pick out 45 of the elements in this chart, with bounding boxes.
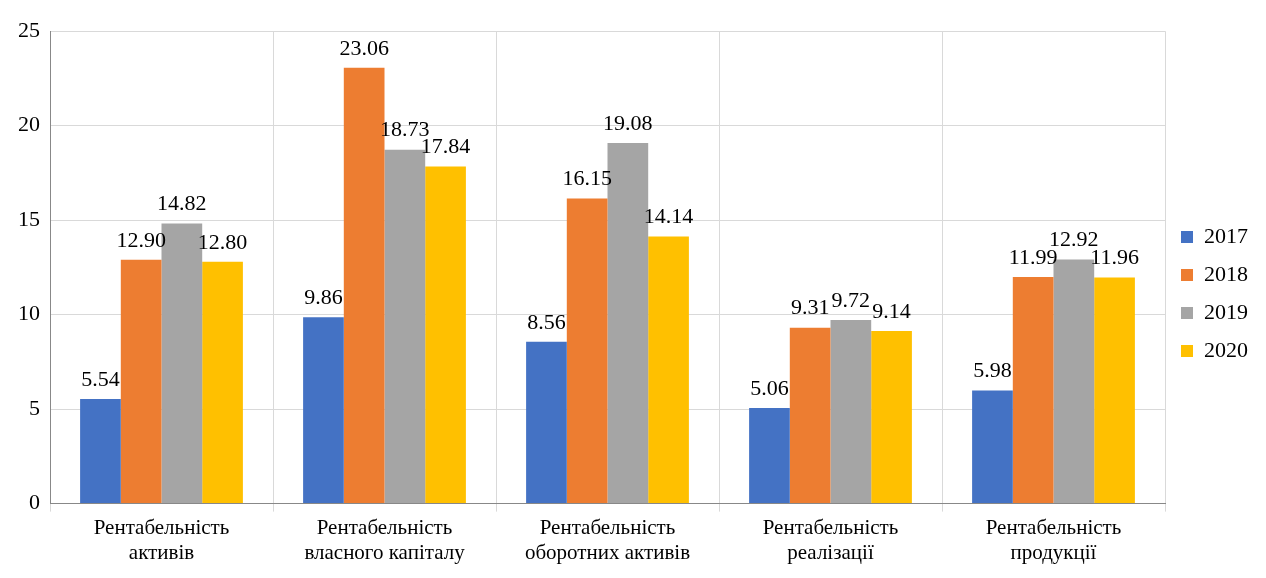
- y-tick-label: 5: [29, 394, 40, 420]
- data-label: 9.72: [831, 286, 871, 312]
- data-label: 5.54: [81, 365, 120, 391]
- bar: [526, 341, 567, 504]
- bar: [202, 261, 243, 504]
- legend-label: 2020: [1204, 336, 1248, 362]
- data-label: 5.98: [973, 357, 1012, 383]
- data-label: 9.86: [304, 284, 343, 310]
- data-label: 9.31: [790, 294, 830, 320]
- legend-label: 2018: [1204, 260, 1248, 286]
- bar: [1012, 277, 1054, 504]
- bar: [1094, 277, 1135, 504]
- bar: [789, 327, 831, 504]
- data-label: 5.06: [750, 374, 789, 400]
- x-tick-label: Рентабельність оборотних активів: [524, 514, 691, 564]
- bar: [830, 319, 872, 504]
- y-tick-label: 15: [18, 205, 40, 231]
- data-label: 14.14: [643, 203, 694, 229]
- data-label: 8.56: [527, 308, 566, 334]
- data-label: 9.14: [872, 297, 911, 323]
- data-label: 19.08: [603, 109, 653, 135]
- bar: [566, 198, 608, 504]
- legend-label: 2017: [1204, 222, 1248, 248]
- x-tick-label: Рентабельність реалізації: [762, 514, 899, 564]
- x-tick-label: Рентабельність власного капіталу: [304, 514, 466, 564]
- data-label: 16.15: [562, 165, 612, 191]
- bar: [871, 330, 912, 504]
- bar: [425, 166, 466, 504]
- bar: [80, 398, 121, 504]
- y-tick-label: 20: [18, 111, 40, 137]
- bar: [648, 236, 689, 504]
- x-tick-label: Рентабельність активів: [93, 514, 230, 564]
- x-tick-label: Рентабельність продукції: [985, 514, 1122, 564]
- data-label: 23.06: [339, 34, 389, 60]
- data-label: 12.90: [116, 226, 166, 252]
- bar: [303, 317, 344, 504]
- bar: [972, 390, 1013, 504]
- legend-label: 2019: [1204, 298, 1248, 324]
- data-label: 14.82: [157, 190, 207, 216]
- bar: [749, 407, 790, 504]
- data-label: 12.80: [197, 228, 248, 254]
- bar: [120, 259, 162, 504]
- y-tick-label: 10: [18, 300, 40, 326]
- y-tick-label: 0: [29, 489, 40, 515]
- y-tick-label: 25: [18, 16, 40, 42]
